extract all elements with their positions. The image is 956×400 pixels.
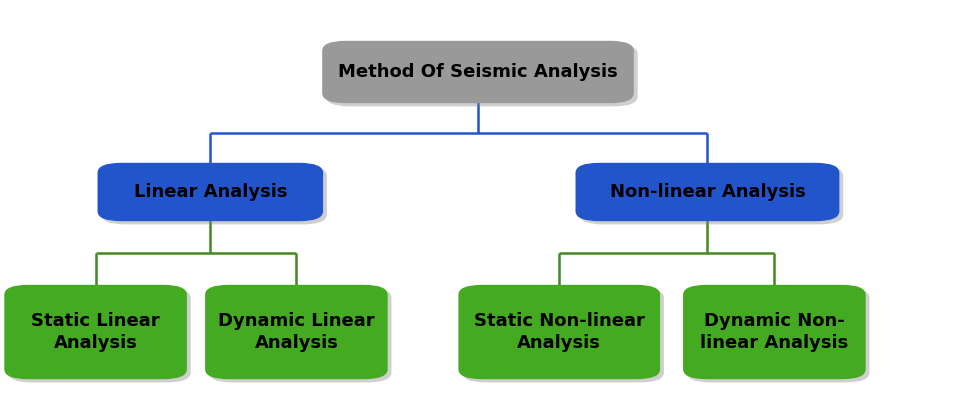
Text: Static Linear
Analysis: Static Linear Analysis <box>32 312 160 352</box>
Text: Dynamic Linear
Analysis: Dynamic Linear Analysis <box>218 312 375 352</box>
FancyBboxPatch shape <box>326 44 638 106</box>
FancyBboxPatch shape <box>462 288 663 382</box>
Text: Dynamic Non-
linear Analysis: Dynamic Non- linear Analysis <box>700 312 849 352</box>
Text: Non-linear Analysis: Non-linear Analysis <box>610 183 805 201</box>
FancyBboxPatch shape <box>458 285 660 379</box>
FancyBboxPatch shape <box>683 285 866 379</box>
Text: Method Of Seismic Analysis: Method Of Seismic Analysis <box>338 63 618 81</box>
Text: Static Non-linear
Analysis: Static Non-linear Analysis <box>474 312 644 352</box>
FancyBboxPatch shape <box>98 163 323 221</box>
FancyBboxPatch shape <box>101 166 327 224</box>
FancyBboxPatch shape <box>5 285 186 379</box>
FancyBboxPatch shape <box>322 41 634 103</box>
FancyBboxPatch shape <box>205 285 387 379</box>
FancyBboxPatch shape <box>9 288 190 382</box>
FancyBboxPatch shape <box>579 166 843 224</box>
Text: Linear Analysis: Linear Analysis <box>134 183 287 201</box>
FancyBboxPatch shape <box>208 288 391 382</box>
FancyBboxPatch shape <box>686 288 869 382</box>
FancyBboxPatch shape <box>576 163 839 221</box>
